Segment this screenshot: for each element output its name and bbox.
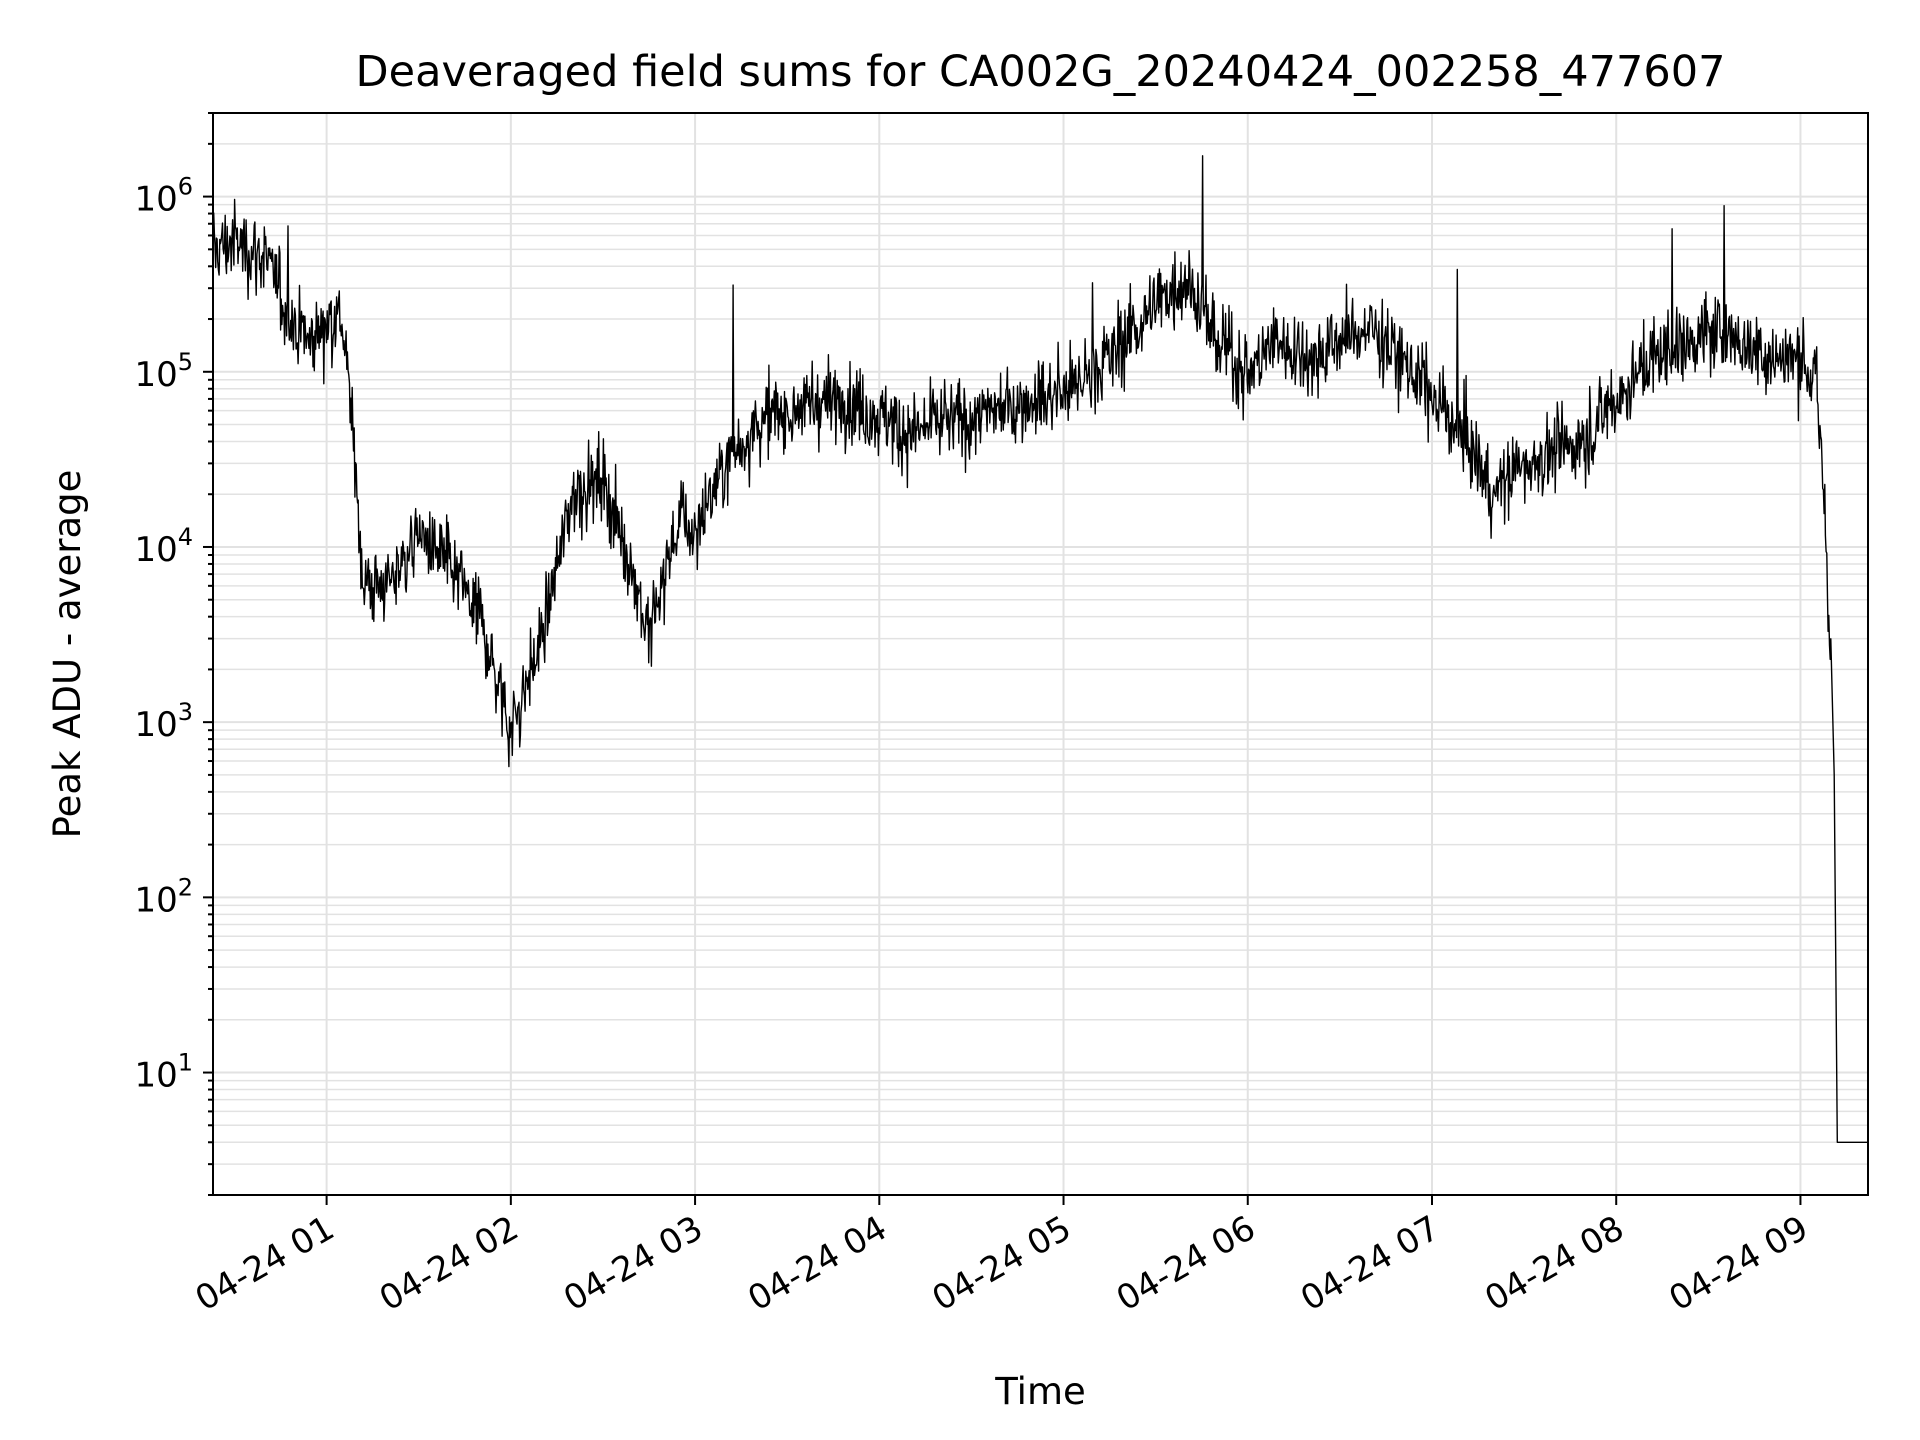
data-line-layer [212, 155, 1868, 1143]
plot-frame [212, 112, 1869, 1196]
y-tick-label: 102 [134, 873, 193, 920]
y-tick-label: 104 [134, 523, 193, 570]
y-tick-label: 103 [134, 698, 193, 745]
data-line-series-0 [212, 155, 1868, 1143]
y-tick-label: 105 [134, 348, 193, 395]
chart-title: Deaveraged field sums for CA002G_2024042… [356, 47, 1726, 97]
y-axis-label: Peak ADU - average [46, 470, 89, 839]
y-tick-label: 101 [134, 1049, 193, 1096]
grid [213, 112, 1868, 1196]
y-tick-label: 106 [134, 173, 193, 220]
x-axis-label: Time [994, 1370, 1086, 1413]
